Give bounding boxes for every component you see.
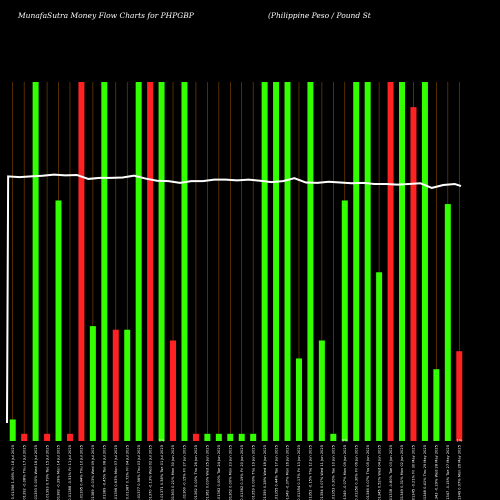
money-flow-bar	[433, 369, 440, 441]
money-flow-bar	[44, 433, 51, 441]
bar-end-marker: 0%	[342, 439, 348, 443]
money-flow-bar	[89, 326, 96, 441]
x-tick-label: 0.01371 0.58% Tue 01 Jul 2025	[160, 445, 164, 500]
money-flow-bar	[284, 82, 291, 441]
money-flow-bar	[318, 340, 325, 441]
x-tick-label: 0.01395 0.44% Thu 10 Jul 2025	[80, 445, 84, 500]
x-tick-label: 0.01345 -0.21% Fri 30 May 2025	[412, 445, 416, 500]
x-tick-label: 0.01349 -0.37% Mon 16 Jun 2025	[286, 445, 290, 500]
money-flow-bar	[307, 82, 314, 441]
x-tick-label: 0.01396 0.63% Mon 07 Jul 2025	[114, 445, 118, 500]
x-tick-label: 0.01349 0.07% Mon 26 May 2025	[457, 445, 461, 500]
x-tick-label: 0.01362 0.19% Fri 20 Jun 2025	[240, 445, 244, 500]
money-flow-bar	[250, 433, 257, 441]
bar-end-marker: 1%	[456, 439, 462, 443]
x-tick-label: 0.01382 -0.39% Mon 14 Jul 2025	[57, 445, 61, 500]
x-tick-label: 0.01354 0.17% Fri 13 Jun 2025	[297, 445, 301, 500]
x-tick-label: 0.01359 0.00% Thu 19 Jun 2025	[251, 445, 255, 500]
x-tick-label: 0.01359 0.28% Wed 18 Jun 2025	[263, 445, 267, 500]
chart-title-right: (Philippine Peso / Pound St	[268, 11, 371, 20]
x-tick-label: 0.01354 0.07% Wed 11 Jun 2025	[320, 445, 324, 500]
price-line	[6, 173, 462, 424]
x-tick-label: 0.01389 -0.03% Wed 09 Jul 2025	[91, 445, 95, 500]
x-tick-label: 0.01347 -0.15% Tue 27 May 2025	[446, 445, 450, 500]
money-flow-bar	[421, 82, 428, 441]
money-flow-bar	[261, 82, 268, 441]
money-flow-bar	[55, 200, 62, 441]
x-tick-label: 0.01370 -0.13% Wed 02 Jul 2025	[148, 445, 152, 500]
money-flow-bar	[192, 433, 199, 441]
x-tick-label: 0.01363 0.21% Mon 30 Jun 2025	[171, 445, 175, 500]
money-flow-bar	[112, 329, 119, 441]
x-tick-label: 0.01348 0.41% Thu 29 May 2025	[423, 445, 427, 500]
money-flow-bar	[295, 358, 302, 441]
money-flow-bar	[341, 200, 348, 441]
money-flow-bar	[101, 82, 108, 441]
x-tick-label: 0.01360 -0.15% Fri 27 Jun 2025	[183, 445, 187, 500]
x-tick-label: 0.01393 0.00% Wed 16 Jul 2025	[34, 445, 38, 500]
x-tick-label: 0.01338 -0.80% Tue 03 Jun 2025	[389, 445, 393, 500]
money-flow-bar	[9, 419, 16, 441]
x-tick-label: 0.01350 0.30% Fri 06 Jun 2025	[354, 445, 358, 500]
x-tick-label: 0.01362 0.03% Wed 25 Jun 2025	[206, 445, 210, 500]
money-flow-bar	[215, 433, 222, 441]
money-flow-bar	[376, 272, 383, 441]
bar-end-marker: 1%	[159, 439, 165, 443]
chart-title-left: MunafaSutra Money Flow Charts for PHPGBP	[18, 11, 194, 20]
money-flow-bar	[181, 82, 188, 441]
x-tick-label: 0.01362 0.00% Mon 23 Jun 2025	[228, 445, 232, 500]
money-flow-bar	[204, 433, 211, 441]
x-tick-label: 0.01349 0.31% Mon 02 Jun 2025	[400, 445, 404, 500]
money-flow-bar	[330, 433, 337, 441]
money-flow-bar	[21, 433, 28, 441]
x-tick-label: 0.01345 0.52% Wed 04 Jun 2025	[377, 445, 381, 500]
x-tick-label: 0.01349 -0.07% Mon 09 Jun 2025	[343, 445, 347, 500]
x-tick-label: 0.01387 0.72% Fri 04 Jul 2025	[125, 445, 129, 499]
x-tick-label: 0.01389 -0.45% Tue 08 Jul 2025	[103, 445, 107, 500]
x-tick-label: 0.01398 1.06% Fri 18 Jul 2025	[11, 445, 15, 499]
x-tick-label: 0.01352 -0.15% Thu 12 Jun 2025	[309, 445, 313, 500]
x-tick-label: 0.01353 0.30% Tue 10 Jun 2025	[332, 445, 336, 500]
money-flow-bar	[32, 82, 39, 441]
money-flow-bar	[147, 82, 154, 441]
money-flow-bar	[158, 82, 165, 441]
x-tick-label: 0.01377 0.56% Thu 03 Jul 2025	[137, 445, 141, 500]
money-flow-bar	[444, 204, 451, 441]
money-flow-bar	[399, 82, 406, 441]
x-tick-label: 0.01346 0.07% Thu 05 Jun 2025	[366, 445, 370, 500]
money-flow-bar	[135, 82, 142, 441]
money-flow-bar	[273, 82, 280, 441]
money-flow-bar	[364, 82, 371, 441]
money-flow-bar	[227, 433, 234, 441]
x-tick-label: 0.01388 -0.51% Fri 11 Jul 2025	[68, 445, 72, 500]
money-flow-bar	[456, 351, 463, 441]
money-flow-bar	[353, 82, 360, 441]
x-tick-label: 0.01343 -0.29% Wed 28 May 2025	[435, 445, 439, 500]
money-flow-bar	[66, 433, 73, 441]
x-tick-label: 0.01392 -0.08% Thu 17 Jul 2025	[22, 445, 26, 500]
x-tick-label: 0.01362 0.00% Thu 26 Jun 2025	[194, 445, 198, 500]
x-tick-label: 0.01355 0.44% Tue 17 Jun 2025	[274, 445, 278, 500]
x-tick-label: 0.01362 0.00% Tue 24 Jun 2025	[217, 445, 221, 500]
money-flow-bar	[170, 340, 177, 441]
money-flow-bar	[78, 82, 85, 441]
x-tick-label: 0.01393 0.79% Tue 15 Jul 2025	[45, 445, 49, 500]
money-flow-bar	[387, 82, 394, 441]
money-flow-bar	[124, 329, 131, 441]
money-flow-bar	[238, 433, 245, 441]
money-flow-bar	[410, 107, 417, 441]
